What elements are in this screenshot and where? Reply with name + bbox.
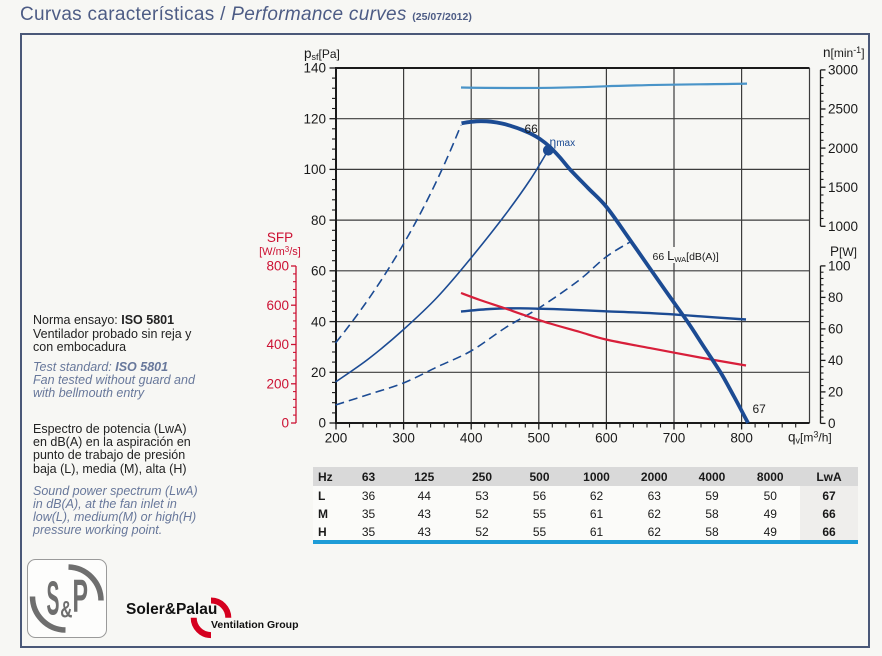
svg-text:800: 800 [730,431,753,446]
svg-text:100: 100 [303,162,326,177]
svg-text:67: 67 [753,402,767,416]
svg-text:120: 120 [303,111,326,126]
svg-text:P[W]: P[W] [830,244,857,259]
svg-text:psf[Pa]: psf[Pa] [304,46,340,62]
svg-text:SFP: SFP [267,230,293,245]
svg-text:40: 40 [828,353,843,368]
svg-text:n[min-1]: n[min-1] [823,45,865,60]
svg-text:500: 500 [528,431,551,446]
svg-text:qv[m3/h]: qv[m3/h] [788,430,832,446]
svg-text:P: P [72,570,88,622]
svg-text:80: 80 [311,213,326,228]
svg-text:600: 600 [595,431,618,446]
svg-text:400: 400 [266,337,289,352]
svg-text:66 LWA[dB(A)]: 66 LWA[dB(A)] [653,248,719,264]
svg-text:1000: 1000 [828,219,858,234]
svg-text:[W/m3/s]: [W/m3/s] [259,245,301,258]
svg-text:0: 0 [828,416,836,431]
svg-text:2000: 2000 [828,141,858,156]
svg-text:0: 0 [281,416,289,431]
svg-text:20: 20 [828,385,843,400]
svg-text:100: 100 [828,259,851,274]
svg-text:80: 80 [828,290,843,305]
svg-text:66: 66 [525,122,539,136]
svg-text:3000: 3000 [828,63,858,78]
svg-text:200: 200 [266,376,289,391]
svg-text:1500: 1500 [828,180,858,195]
svg-text:140: 140 [303,61,326,76]
svg-text:60: 60 [311,264,326,279]
svg-text:200: 200 [325,431,348,446]
svg-text:60: 60 [828,322,843,337]
svg-text:800: 800 [266,259,289,274]
svg-text:2500: 2500 [828,102,858,117]
svg-text:S: S [46,571,59,625]
svg-text:700: 700 [663,431,686,446]
svg-text:300: 300 [392,431,415,446]
svg-text:0: 0 [318,416,326,431]
svg-text:&: & [60,596,72,623]
svg-text:40: 40 [311,314,326,329]
svg-text:ηmax: ηmax [550,135,576,149]
svg-text:600: 600 [266,298,289,313]
svg-text:400: 400 [460,431,483,446]
svg-text:20: 20 [311,365,326,380]
